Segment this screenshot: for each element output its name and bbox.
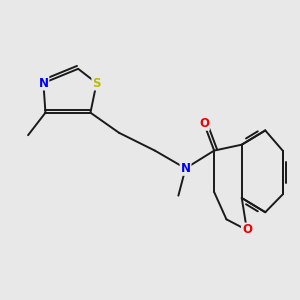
Text: N: N xyxy=(181,162,190,175)
Text: N: N xyxy=(38,76,48,89)
Text: O: O xyxy=(199,117,209,130)
Text: O: O xyxy=(242,224,252,236)
Text: S: S xyxy=(92,76,101,89)
